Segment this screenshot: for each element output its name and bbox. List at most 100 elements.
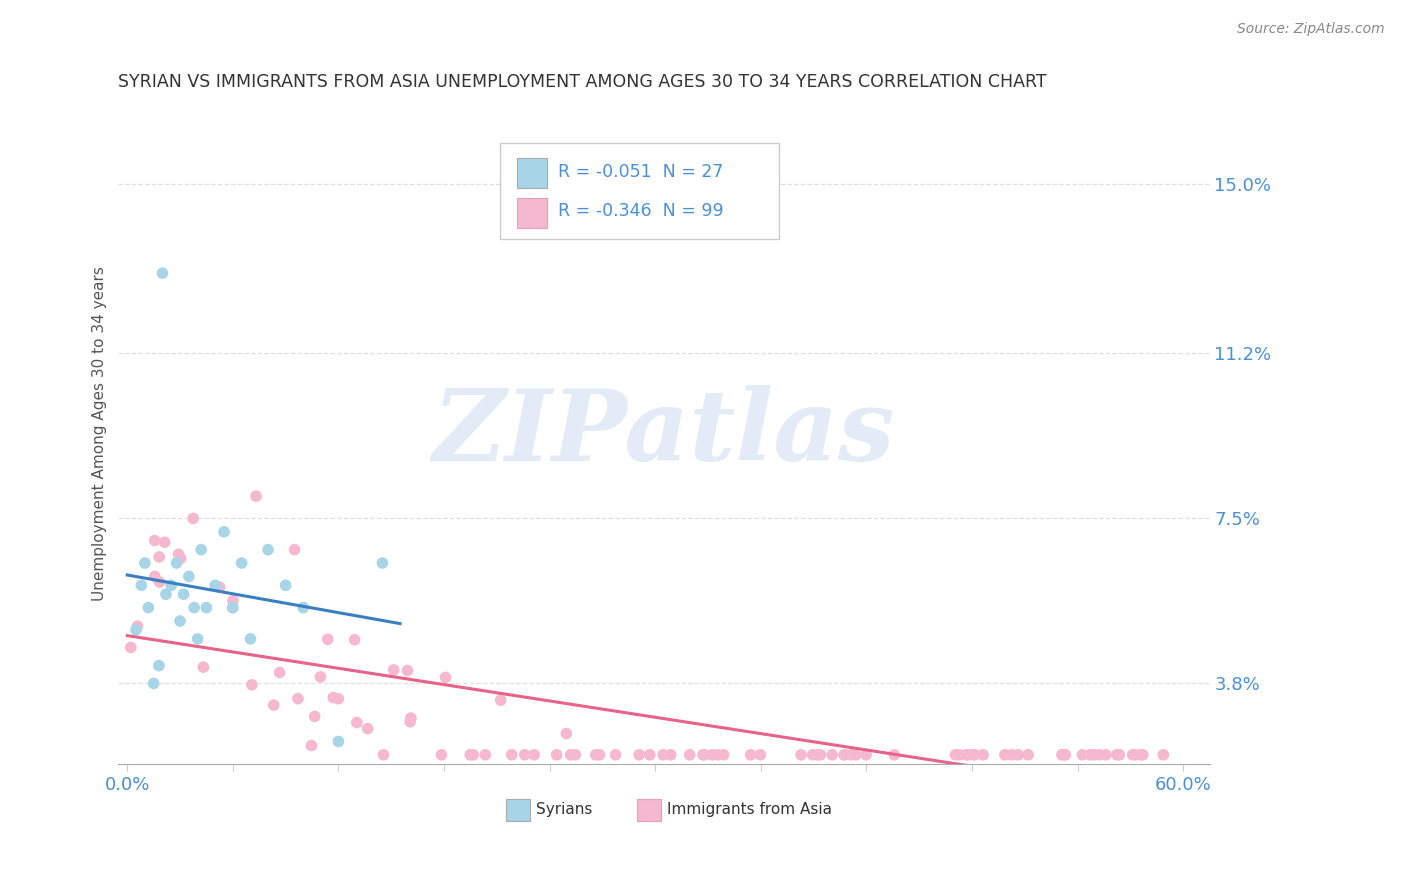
Point xyxy=(1053,747,1076,762)
Point xyxy=(605,747,627,762)
Point xyxy=(1083,747,1105,762)
Text: R = -0.051  N = 27: R = -0.051 N = 27 xyxy=(558,162,724,181)
Point xyxy=(138,600,160,615)
Point xyxy=(832,747,855,762)
Point xyxy=(257,542,280,557)
Bar xyxy=(516,159,547,188)
Point xyxy=(143,533,166,548)
Point xyxy=(948,747,970,762)
Point xyxy=(328,691,350,706)
Point xyxy=(187,632,209,646)
Point xyxy=(274,578,297,592)
Point xyxy=(399,711,422,725)
Point xyxy=(371,556,394,570)
Point xyxy=(945,747,967,762)
Point xyxy=(173,587,195,601)
Point xyxy=(396,664,419,678)
Point xyxy=(994,747,1017,762)
Point xyxy=(1050,747,1073,762)
Point xyxy=(309,670,332,684)
Point xyxy=(190,542,212,557)
Point xyxy=(1007,747,1029,762)
Point xyxy=(1108,747,1130,762)
Point xyxy=(546,747,568,762)
Point xyxy=(841,747,863,762)
Point xyxy=(679,747,702,762)
Point xyxy=(148,575,170,590)
Point xyxy=(1071,747,1094,762)
Bar xyxy=(506,799,530,822)
Point xyxy=(659,747,682,762)
Point xyxy=(160,578,183,592)
Point xyxy=(221,600,243,615)
Point xyxy=(972,747,994,762)
Point xyxy=(1152,747,1174,762)
Point xyxy=(269,665,291,680)
Point xyxy=(1017,747,1039,762)
Point xyxy=(1122,747,1144,762)
Point xyxy=(283,542,305,557)
Point xyxy=(245,489,267,503)
Point xyxy=(204,578,226,592)
Point xyxy=(316,632,339,647)
Point xyxy=(963,747,986,762)
Point xyxy=(1105,747,1128,762)
Point xyxy=(170,551,193,566)
Point xyxy=(134,556,156,570)
Point xyxy=(832,747,855,762)
Point xyxy=(1054,747,1077,762)
Point xyxy=(956,747,979,762)
Point xyxy=(1000,747,1022,762)
Point xyxy=(845,747,868,762)
Point xyxy=(585,747,607,762)
Point xyxy=(120,640,142,655)
Point xyxy=(373,747,395,762)
Point xyxy=(790,747,813,762)
Point xyxy=(152,266,174,280)
Point xyxy=(183,600,205,615)
Bar xyxy=(637,799,661,822)
FancyBboxPatch shape xyxy=(501,144,779,239)
Point xyxy=(523,747,546,762)
Y-axis label: Unemployment Among Ages 30 to 34 years: Unemployment Among Ages 30 to 34 years xyxy=(93,266,107,601)
Point xyxy=(588,747,610,762)
Point xyxy=(474,747,496,762)
Point xyxy=(177,569,200,583)
Point xyxy=(195,600,218,615)
Point xyxy=(430,747,453,762)
Point xyxy=(240,678,263,692)
Point xyxy=(153,535,176,549)
Point xyxy=(564,747,586,762)
Point xyxy=(1088,747,1111,762)
Point xyxy=(638,747,661,762)
Point xyxy=(489,693,512,707)
Point xyxy=(1125,747,1147,762)
Point xyxy=(501,747,523,762)
Point xyxy=(127,619,149,633)
Point xyxy=(434,670,457,684)
Point xyxy=(806,747,828,762)
Point xyxy=(222,600,245,615)
Point xyxy=(125,623,148,637)
Point xyxy=(142,676,165,690)
Point xyxy=(1130,747,1153,762)
Point xyxy=(322,690,344,705)
Point xyxy=(287,691,309,706)
Point xyxy=(148,549,170,564)
Point xyxy=(740,747,762,762)
Text: Syrians: Syrians xyxy=(536,803,593,817)
Point xyxy=(181,511,204,525)
Point xyxy=(343,632,366,647)
Point xyxy=(810,747,832,762)
Point xyxy=(328,734,350,748)
Text: Immigrants from Asia: Immigrants from Asia xyxy=(668,803,832,817)
Point xyxy=(292,600,315,615)
Point xyxy=(357,722,380,736)
Point xyxy=(231,556,253,570)
Point xyxy=(713,747,735,762)
Point xyxy=(707,747,730,762)
Point xyxy=(855,747,877,762)
Text: ZIPatlas: ZIPatlas xyxy=(433,385,896,482)
Point xyxy=(212,524,235,539)
Point xyxy=(458,747,481,762)
